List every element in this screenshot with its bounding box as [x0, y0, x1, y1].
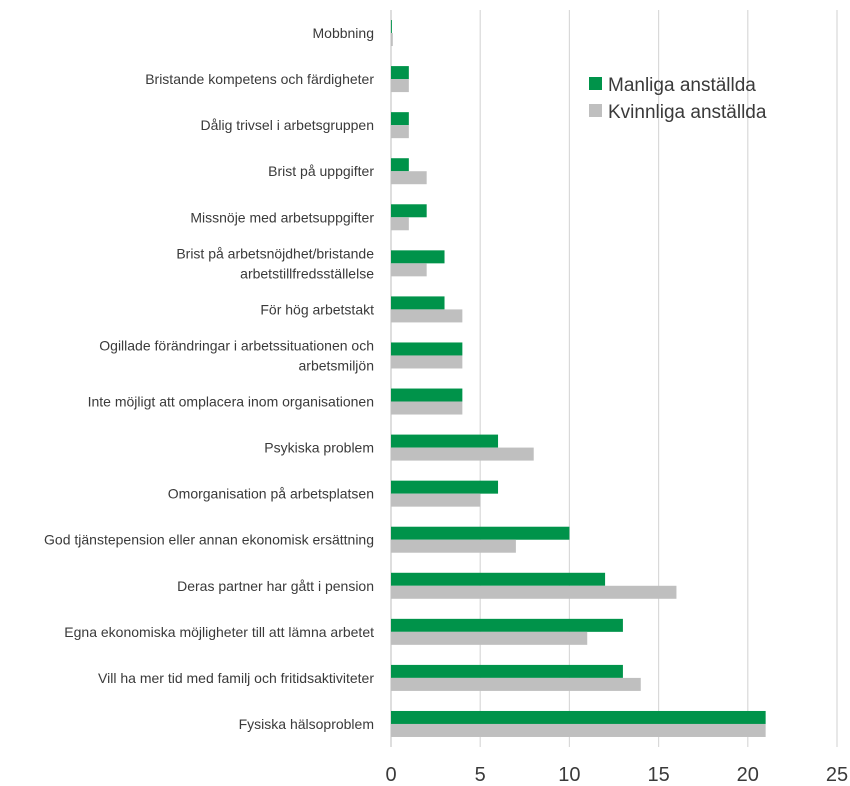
bar-female — [391, 447, 534, 461]
category-labels: Mobbning Bristande kompetens och färdighe… — [44, 25, 374, 732]
bar-male — [391, 296, 445, 310]
category-label: Inte möjligt att omplacera inom organisa… — [88, 394, 374, 410]
x-tick-label: 10 — [558, 764, 580, 786]
bar-male — [391, 204, 427, 218]
bar-male — [391, 250, 445, 264]
category-label: Omorganisation på arbetsplatsen — [168, 486, 374, 502]
legend: Manliga anställda Kvinnliga anställda — [589, 75, 767, 123]
bar-female — [391, 33, 393, 47]
bar-female — [391, 631, 588, 645]
bar-male — [391, 664, 623, 678]
bar-male — [391, 158, 409, 172]
category-label: Mobbning — [313, 25, 375, 41]
x-tick-label: 15 — [647, 764, 669, 786]
bar-female — [391, 539, 516, 553]
category-label: God tjänstepension eller annan ekonomisk… — [44, 532, 374, 548]
bar-female — [391, 355, 463, 369]
legend-swatch-female — [589, 104, 602, 117]
bar-female — [391, 309, 463, 323]
bar-male — [391, 342, 463, 356]
category-label: Brist på arbetsnöjdhet/bristande arbetsti… — [176, 245, 374, 281]
legend-swatch-male — [589, 77, 602, 90]
bar-female — [391, 493, 481, 507]
x-tick-label: 20 — [737, 764, 759, 786]
bar-male — [391, 112, 409, 126]
bar-female — [391, 171, 427, 185]
bars — [391, 20, 766, 737]
bar-male — [391, 480, 499, 494]
legend-label-female: Kvinnliga anställda — [608, 102, 767, 123]
category-label: Deras partner har gått i pension — [177, 578, 374, 594]
bar-female — [391, 585, 677, 599]
category-label: Ogillade förändringar i arbetssituatione… — [99, 337, 374, 373]
category-label: Brist på uppgifter — [268, 163, 374, 179]
category-label: Missnöje med arbetsuppgifter — [190, 209, 374, 225]
category-label: Dålig trivsel i arbetsgruppen — [200, 117, 374, 133]
bar-female — [391, 217, 409, 231]
category-label: Vill ha mer tid med familj och fritidsak… — [98, 670, 374, 686]
bar-female — [391, 401, 463, 415]
category-label: Fysiska hälsoproblem — [239, 716, 374, 732]
bar-female — [391, 263, 427, 277]
bar-male — [391, 20, 392, 34]
bar-female — [391, 677, 641, 691]
bar-male — [391, 66, 409, 80]
bar-male — [391, 434, 499, 448]
x-axis-tick-labels: 0 5 10 15 20 25 — [385, 764, 848, 786]
category-label: Bristande kompetens och färdigheter — [145, 71, 374, 87]
x-tick-label: 5 — [475, 764, 486, 786]
bar-female — [391, 79, 409, 93]
bar-female — [391, 723, 766, 737]
bar-male — [391, 388, 463, 402]
bar-male — [391, 710, 766, 724]
bar-female — [391, 125, 409, 139]
x-tick-label: 25 — [826, 764, 848, 786]
category-label: Psykiska problem — [264, 440, 374, 456]
bar-male — [391, 526, 570, 540]
x-tick-label: 0 — [385, 764, 396, 786]
legend-label-male: Manliga anställda — [608, 75, 756, 96]
category-label: Egna ekonomiska möjligheter till att läm… — [64, 624, 374, 640]
bar-male — [391, 618, 623, 632]
category-label: För hög arbetstakt — [260, 301, 374, 317]
bar-male — [391, 572, 606, 586]
